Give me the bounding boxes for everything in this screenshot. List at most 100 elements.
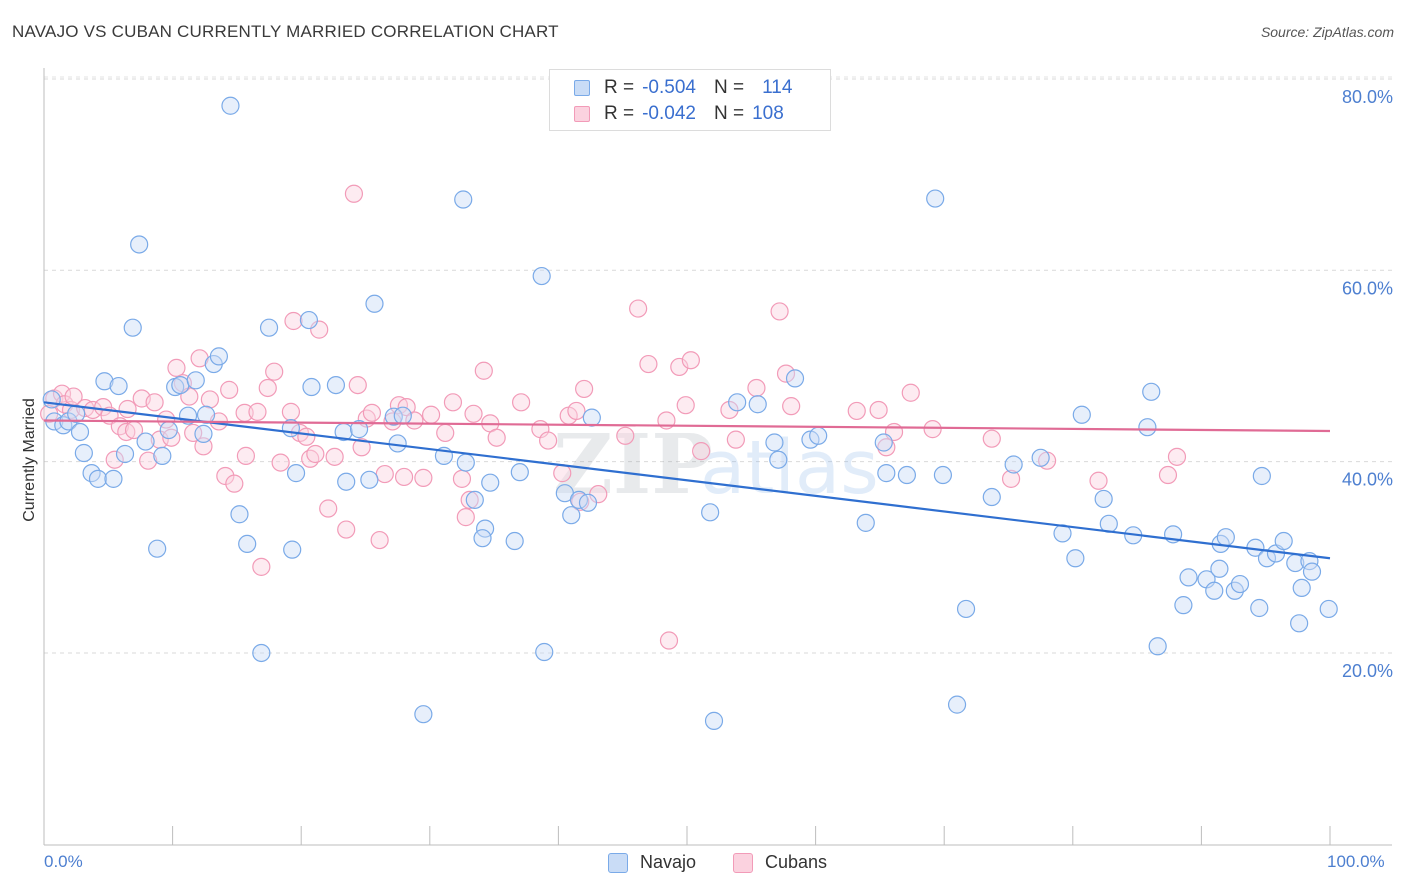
navajo-point <box>209 347 228 366</box>
navajo-point <box>1250 598 1269 618</box>
navajo-point <box>349 420 369 439</box>
navajo-point <box>1302 562 1322 581</box>
legend-n-label: N = <box>713 103 745 124</box>
cubans-point <box>539 431 558 450</box>
cubans-point <box>982 429 1001 448</box>
cubans-point <box>847 401 866 421</box>
navajo-point <box>393 406 412 425</box>
cubans-point <box>306 444 325 464</box>
legend-swatch-navajo <box>574 80 590 96</box>
y-tick-label: 80.0% <box>1342 87 1393 107</box>
navajo-point <box>877 464 896 483</box>
cubans-point <box>284 311 303 331</box>
bottom-legend-navajo: Navajo <box>608 852 696 873</box>
cubans-point <box>200 390 219 409</box>
navajo-point <box>1066 549 1085 568</box>
navajo-point <box>1138 418 1157 437</box>
cubans-point <box>474 361 493 380</box>
cubans-point <box>1001 469 1021 488</box>
navajo-point <box>115 444 135 464</box>
cubans-point <box>877 438 896 457</box>
cubans-point <box>258 378 277 398</box>
cubans-point <box>271 453 290 472</box>
cubans-point <box>194 437 213 456</box>
navajo-point <box>74 443 93 463</box>
y-tick-label: 40.0% <box>1342 470 1393 490</box>
navajo-point <box>1210 559 1229 578</box>
cubans-point <box>567 401 586 421</box>
navajo-point <box>1179 568 1198 587</box>
navajo-point <box>1290 614 1309 633</box>
navajo-point <box>582 408 601 427</box>
navajo-point <box>456 453 475 472</box>
navajo-point <box>230 505 249 524</box>
navajo-point <box>130 235 149 254</box>
legend-r-label: R = <box>604 77 635 98</box>
bottom-legend-label-navajo: Navajo <box>640 852 697 872</box>
navajo-point <box>109 376 128 396</box>
navajo-point <box>947 695 967 714</box>
cubans-point <box>236 446 256 465</box>
cubans-point <box>452 469 472 488</box>
cubans-point <box>726 430 745 449</box>
cubans-point <box>670 357 689 377</box>
navajo-point <box>897 465 917 485</box>
cubans-point <box>659 631 679 650</box>
cubans-point <box>319 499 338 518</box>
navajo-point <box>1205 581 1224 600</box>
navajo-point <box>769 450 788 469</box>
navajo-point <box>532 266 551 286</box>
navajo-point <box>1031 448 1050 467</box>
navajo-point <box>196 405 216 424</box>
navajo-point <box>42 390 61 409</box>
navajo-point <box>785 369 805 388</box>
legend-n-label: N = <box>713 77 745 98</box>
navajo-point <box>194 424 213 443</box>
navajo-point <box>136 432 155 451</box>
cubans-point <box>352 438 371 457</box>
cubans-trend-line <box>43 419 1331 433</box>
navajo-point <box>148 539 167 558</box>
navajo-point <box>414 705 433 724</box>
cubans-point <box>681 351 700 370</box>
cubans-point <box>487 428 506 447</box>
legend-row-navajo: R = -0.504 N = 114 <box>574 77 792 99</box>
y-tick-label: 20.0% <box>1342 661 1393 681</box>
navajo-point <box>874 433 893 452</box>
cubans-point <box>52 384 72 403</box>
navajo-point <box>510 463 529 482</box>
navajo-point <box>1230 574 1250 594</box>
y-tick-labels: 20.0% 40.0% 60.0% 80.0% <box>1342 87 1393 681</box>
bottom-legend-label-cubans: Cubans <box>765 852 828 872</box>
navajo-point <box>1319 599 1338 619</box>
navajo-point <box>809 426 828 445</box>
navajo-point <box>337 472 356 491</box>
navajo-point <box>1252 466 1271 486</box>
cubans-point <box>252 557 271 576</box>
navajo-point <box>238 534 257 554</box>
navajo-point <box>70 422 90 442</box>
source-credit: Source: ZipAtlas.com <box>1260 24 1394 40</box>
cubans-point <box>512 393 531 412</box>
navajo-point <box>1274 531 1293 551</box>
cubans-point <box>639 354 658 374</box>
legend-row-cubans: R = -0.042 N = 108 <box>574 103 784 125</box>
navajo-point <box>153 446 172 465</box>
cubans-point <box>1089 471 1108 490</box>
navajo-point <box>473 529 492 548</box>
cubans-point <box>869 400 888 420</box>
cubans-point <box>220 380 239 399</box>
cubans-point <box>167 358 186 377</box>
cubans-point <box>616 426 635 445</box>
navajo-point <box>465 490 484 509</box>
cubans-point <box>397 398 416 417</box>
navajo-point <box>562 506 581 525</box>
cubans-point <box>460 490 479 509</box>
cubans-point <box>337 520 356 539</box>
axes <box>43 68 1392 846</box>
legend-n-value: 114 <box>762 77 793 98</box>
cubans-point <box>348 375 367 395</box>
cubans-point <box>720 400 739 420</box>
cubans-point <box>297 427 316 446</box>
cubans-point <box>370 530 389 550</box>
